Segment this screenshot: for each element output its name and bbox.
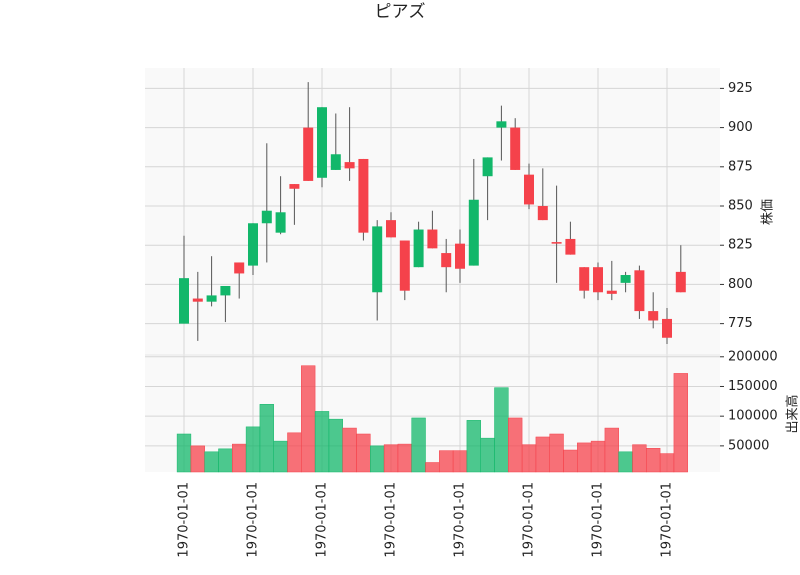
candle-body xyxy=(261,210,272,224)
candle-body xyxy=(455,243,465,269)
volume-bar xyxy=(287,432,302,473)
volume-bar xyxy=(673,373,688,473)
volume-bar xyxy=(618,451,633,473)
volume-tick-label: 200000 xyxy=(728,349,778,364)
volume-bar xyxy=(356,433,371,473)
y-tick-label: 825 xyxy=(728,238,753,253)
volume-bar xyxy=(577,442,592,473)
candle-body xyxy=(675,271,686,293)
volume-bar xyxy=(314,411,330,473)
candle-body xyxy=(248,223,258,266)
x-tick-label: 1970-01-01 xyxy=(453,482,468,558)
volume-bar xyxy=(218,448,233,473)
volume-bar xyxy=(397,443,412,473)
candle-body xyxy=(192,298,203,302)
volume-bar xyxy=(176,433,192,473)
candle-body xyxy=(330,154,341,170)
volume-axis-label: 出来高 xyxy=(785,394,800,433)
candle-body xyxy=(234,262,245,274)
volume-bar xyxy=(411,417,426,473)
volume-bar xyxy=(480,437,495,473)
candle-body xyxy=(220,285,231,296)
volume-bar xyxy=(646,447,661,473)
x-tick-label: 1970-01-01 xyxy=(315,482,330,558)
candle-body xyxy=(510,127,521,170)
y-tick-label: 925 xyxy=(728,81,753,96)
volume-bar xyxy=(190,445,205,473)
volume-bar xyxy=(425,462,440,473)
volume-bar xyxy=(204,451,219,473)
candle-body xyxy=(413,229,424,268)
volume-bar xyxy=(328,418,343,473)
y-axis-label: 株価 xyxy=(761,199,776,225)
volume-bar xyxy=(632,444,647,473)
x-tick-label: 1970-01-01 xyxy=(522,482,537,558)
candle-body xyxy=(606,290,617,294)
x-tick-label: 1970-01-01 xyxy=(660,482,675,558)
candle-body xyxy=(565,238,576,255)
volume-bar xyxy=(494,387,509,473)
candle-body xyxy=(344,162,355,169)
x-tick-label: 1970-01-01 xyxy=(591,482,606,558)
volume-bar xyxy=(232,443,247,473)
x-tick-label: 1970-01-01 xyxy=(384,482,399,558)
volume-tick-label: 50000 xyxy=(728,438,769,453)
volume-bar xyxy=(259,404,274,473)
volume-bar xyxy=(383,444,399,473)
candle-body xyxy=(206,295,217,302)
candle-body xyxy=(358,158,369,233)
volume-bar xyxy=(439,450,454,473)
volume-bar xyxy=(508,417,523,473)
candle-body xyxy=(579,267,590,291)
candle-body xyxy=(399,240,410,291)
y-tick-label: 775 xyxy=(728,316,753,331)
volume-bar xyxy=(535,436,550,473)
y-tick-label: 850 xyxy=(728,199,753,214)
volume-tick-label: 100000 xyxy=(728,409,778,424)
y-tick-label: 900 xyxy=(728,120,753,135)
candle-body xyxy=(372,226,383,293)
candle-body xyxy=(275,212,286,233)
volume-bar xyxy=(466,420,481,473)
candle-body xyxy=(179,278,189,324)
candle-body xyxy=(427,229,438,249)
volume-bar xyxy=(452,450,468,473)
candle-body xyxy=(634,270,645,312)
volume-bar xyxy=(521,444,537,473)
candle-body xyxy=(593,267,603,293)
x-tick-label: 1970-01-01 xyxy=(177,482,192,558)
volume-bar xyxy=(590,440,606,473)
candle-body xyxy=(524,174,534,205)
volume-bar xyxy=(273,440,288,473)
volume-bar xyxy=(659,453,675,473)
candle-body xyxy=(468,199,479,266)
candle-body xyxy=(648,311,659,321)
candle-body xyxy=(289,184,300,189)
candle-body xyxy=(482,157,493,177)
candle-body xyxy=(662,318,672,338)
candle-body xyxy=(551,242,562,244)
candle-body xyxy=(537,206,548,221)
volume-bar xyxy=(301,365,316,473)
candle-body xyxy=(386,220,396,238)
volume-tick-label: 150000 xyxy=(728,379,778,394)
y-tick-label: 875 xyxy=(728,159,753,174)
candle-body xyxy=(303,127,314,181)
volume-bar xyxy=(370,445,385,473)
volume-bar xyxy=(604,427,619,473)
volume-bar xyxy=(245,426,261,473)
x-tick-label: 1970-01-01 xyxy=(246,482,261,558)
candle-body xyxy=(441,253,452,268)
volume-bar xyxy=(342,427,357,473)
y-tick-label: 800 xyxy=(728,277,753,292)
candle-body xyxy=(317,107,327,178)
volume-bar xyxy=(563,449,578,473)
candle-body xyxy=(496,121,507,128)
candle-body xyxy=(620,275,631,283)
volume-bar xyxy=(549,433,564,473)
chart-title: ピアズ xyxy=(375,2,426,22)
